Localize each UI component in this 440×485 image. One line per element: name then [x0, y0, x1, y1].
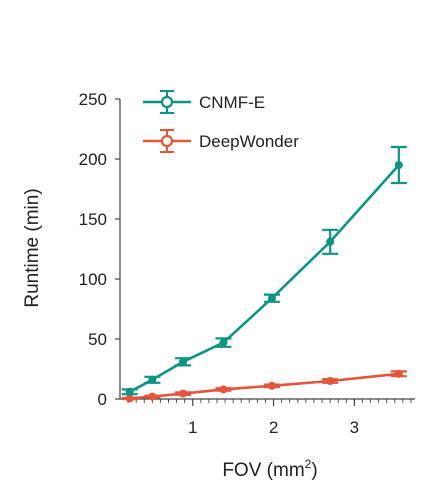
x-axis-title-suffix: )	[311, 460, 317, 481]
data-point	[267, 294, 276, 303]
series-layer	[121, 145, 407, 403]
data-point	[326, 237, 335, 246]
legend-entry: CNMF-E	[143, 90, 265, 114]
series-cnmf-e	[121, 145, 407, 396]
legend-entry: DeepWonder	[143, 129, 299, 153]
y-tick-label: 200	[79, 150, 107, 169]
data-point	[179, 357, 188, 366]
data-point	[219, 338, 228, 347]
data-point	[394, 161, 403, 169]
x-tick-label: 3	[350, 418, 359, 437]
data-point	[219, 385, 228, 394]
x-axis-title-main: FOV (mm	[222, 460, 304, 481]
data-point	[148, 392, 157, 401]
x-axis-title-superscript: 2	[305, 457, 312, 471]
data-point	[267, 381, 276, 390]
x-tick-label: 1	[188, 418, 197, 437]
data-point	[125, 394, 134, 403]
series-line	[129, 164, 400, 393]
y-tick-label: 0	[98, 390, 107, 409]
y-tick-label: 100	[79, 270, 107, 289]
legend-marker	[160, 95, 174, 109]
data-point	[179, 389, 188, 398]
data-point	[394, 369, 403, 378]
x-axis-title: FOV (mm2)	[222, 457, 317, 481]
x-tick-label: 2	[269, 418, 278, 437]
y-tick-label: 150	[79, 210, 107, 229]
data-point	[148, 375, 157, 384]
y-tick-label: 50	[88, 330, 107, 349]
axes	[119, 99, 415, 400]
legend: CNMF-E DeepWonder	[143, 90, 299, 153]
data-point	[326, 377, 335, 385]
legend-marker	[160, 134, 174, 148]
ticks: 0 50 100 150 200 250 1 2 3	[79, 90, 412, 437]
legend-label: CNMF-E	[199, 93, 265, 112]
y-axis-title: Runtime (min)	[22, 188, 43, 307]
legend-label: DeepWonder	[199, 132, 299, 151]
y-tick-label: 250	[79, 90, 107, 109]
series-deepwonder	[121, 369, 407, 403]
data-point	[125, 387, 134, 396]
